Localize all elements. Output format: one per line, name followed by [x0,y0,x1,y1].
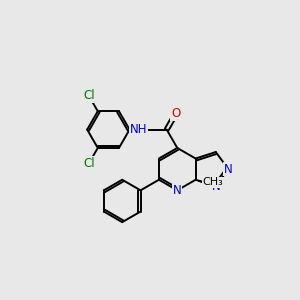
Text: N: N [212,180,220,193]
Text: NH: NH [130,123,147,136]
Text: Cl: Cl [83,157,94,170]
Text: O: O [171,107,180,121]
Text: CH₃: CH₃ [202,177,223,187]
Text: N: N [224,163,233,176]
Text: N: N [173,184,182,197]
Text: Cl: Cl [83,89,94,102]
